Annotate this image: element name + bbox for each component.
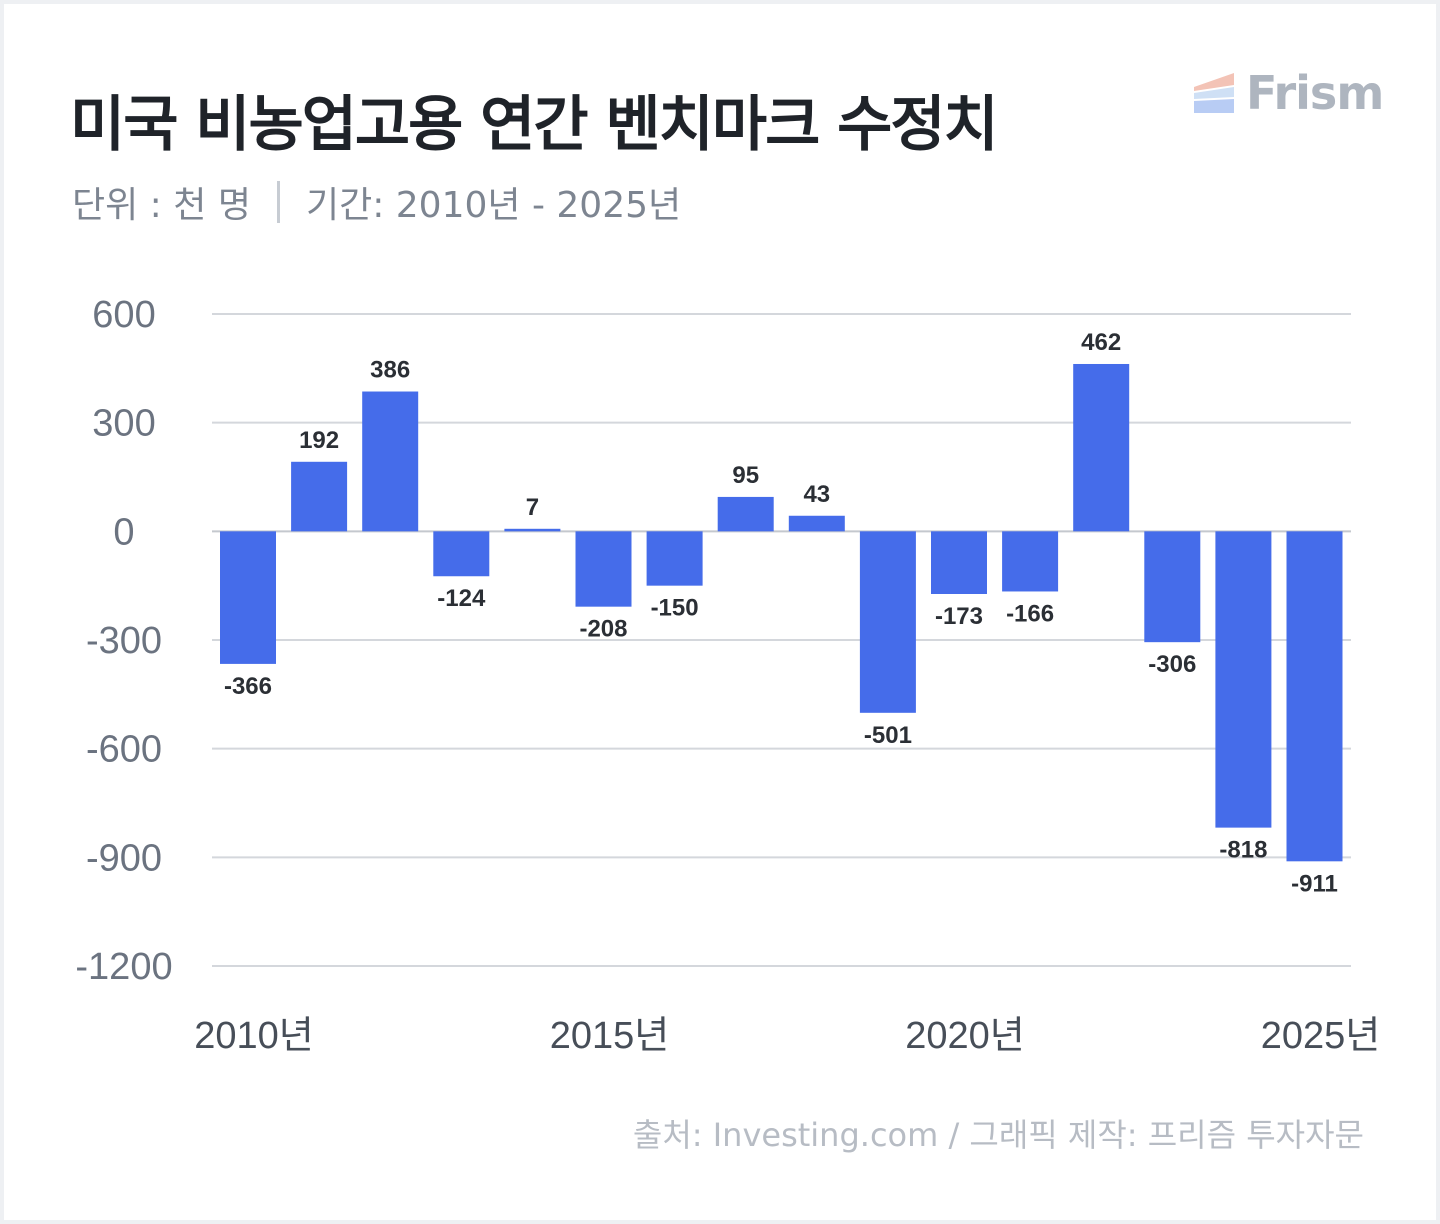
- data-label: 386: [370, 357, 410, 384]
- data-label: -150: [651, 595, 699, 622]
- source-note: 출처: Investing.com / 그래픽 제작: 프리즘 투자자문: [632, 1116, 1364, 1154]
- y-tick-label: -300: [86, 620, 162, 662]
- y-tick-label: 600: [92, 294, 155, 336]
- data-label: -166: [1006, 600, 1054, 627]
- bar: [646, 531, 703, 586]
- chart-subtitle: 단위 : 천 명 기간: 2010년 - 2025년: [72, 176, 681, 228]
- data-label: 462: [1081, 329, 1121, 356]
- subtitle-divider: [276, 181, 280, 223]
- data-label: -366: [224, 673, 272, 700]
- bar: [220, 531, 276, 664]
- data-label: -208: [579, 616, 627, 643]
- data-label: 192: [299, 427, 339, 454]
- chart-title: 미국 비농업고용 연간 벤치마크 수정치: [70, 90, 999, 160]
- bar: [1144, 531, 1201, 643]
- x-tick-label: 2025년: [1261, 1015, 1381, 1057]
- frism-logo: Frism: [1194, 66, 1384, 120]
- data-label: -911: [1291, 870, 1338, 897]
- y-tick-label: -900: [86, 837, 162, 879]
- bar: [931, 531, 987, 594]
- bar: [788, 515, 845, 532]
- frism-logo-icon: [1194, 73, 1234, 113]
- bar: [433, 531, 490, 577]
- y-tick-label: 300: [92, 403, 155, 445]
- bar: [717, 496, 774, 532]
- bar: [1286, 531, 1343, 862]
- data-label: -501: [864, 722, 912, 749]
- unit-label: 단위 : 천 명: [72, 185, 251, 226]
- bar: [575, 531, 632, 607]
- x-tick-label: 2020년: [905, 1015, 1025, 1057]
- bar: [504, 528, 561, 532]
- data-label: 95: [732, 462, 759, 489]
- data-label: 7: [526, 494, 539, 521]
- bar: [291, 461, 348, 532]
- data-label: -818: [1219, 837, 1267, 864]
- logo-text: Frism: [1246, 66, 1384, 120]
- bar: [1002, 531, 1059, 592]
- bar: [1073, 363, 1130, 532]
- data-label: -173: [935, 603, 983, 630]
- data-label: -306: [1148, 651, 1196, 678]
- bar: [859, 531, 916, 713]
- y-tick-label: -1200: [75, 946, 172, 988]
- y-tick-label: 0: [113, 511, 134, 553]
- x-tick-label: 2015년: [550, 1015, 670, 1057]
- bar: [1215, 531, 1272, 828]
- x-tick-label: 2010년: [194, 1015, 314, 1057]
- data-label: -124: [437, 585, 486, 612]
- y-tick-label: -600: [86, 729, 162, 771]
- data-label: 43: [803, 481, 830, 508]
- period-label: 기간: 2010년 - 2025년: [305, 185, 682, 226]
- bar: [362, 391, 419, 532]
